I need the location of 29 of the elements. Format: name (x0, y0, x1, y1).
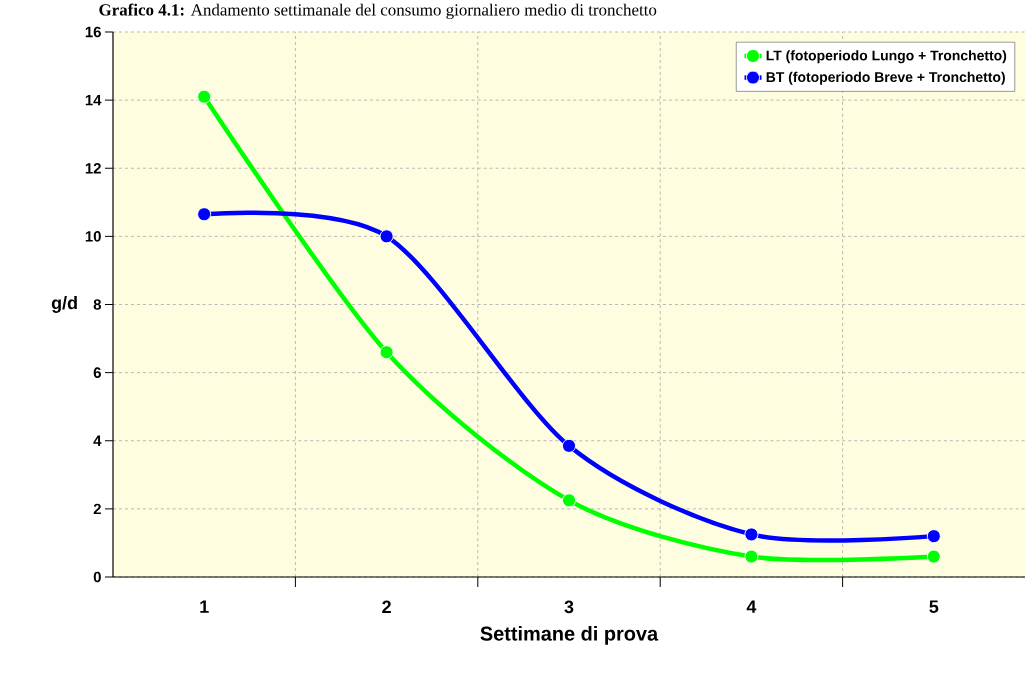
x-tick-label: 5 (929, 600, 939, 614)
point (562, 493, 576, 508)
y-tick-label: 8 (93, 299, 102, 310)
y-tick-label: 0 (93, 571, 101, 583)
chart-title: Grafico 4.1: Andamento settimanale del consumo giornaliero medio di tronchetto (99, 3, 657, 20)
y-tick-label: 12 (85, 163, 101, 174)
point (379, 229, 394, 244)
point (926, 529, 941, 544)
y-tick-label: 4 (93, 435, 102, 446)
y-axis-title: g/d (51, 296, 77, 313)
legend-label: BT (fotoperiodo Breve + Tronchetto) (766, 71, 1005, 85)
point (744, 527, 759, 542)
x-tick-label: 4 (746, 600, 757, 613)
point (197, 89, 212, 104)
x-tick-label: 3 (564, 600, 574, 614)
point (744, 549, 759, 564)
point (379, 345, 394, 360)
y-tick-label: 2 (93, 503, 101, 515)
point (926, 549, 941, 564)
point (197, 207, 212, 222)
y-tick-label: 10 (85, 231, 101, 242)
x-tick-label: 1 (200, 600, 209, 613)
x-tick-label: 2 (382, 600, 391, 614)
point (562, 438, 576, 453)
y-tick-label: 14 (85, 94, 102, 106)
y-tick-label: 6 (93, 367, 101, 378)
legend-label: LT (fotoperiodo Lungo + Tronchetto) (766, 50, 1007, 64)
x-axis-title: Settimane di prova (480, 626, 659, 645)
y-tick-label: 16 (85, 26, 101, 38)
